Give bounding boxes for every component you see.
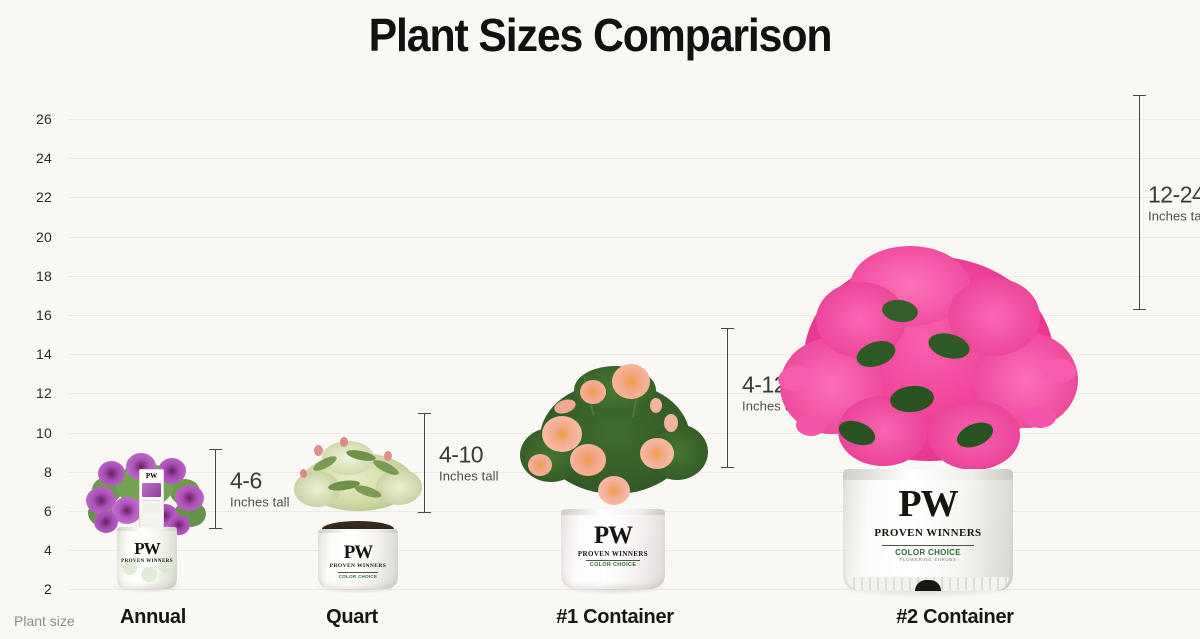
- measurement-unit: Inches tall: [439, 468, 499, 484]
- measurement-unit: Inches tall: [1148, 208, 1200, 224]
- x-axis-title: Plant size: [14, 613, 75, 629]
- y-tick-26: 26: [36, 111, 52, 127]
- gridline-2: [68, 589, 1200, 591]
- measurement-bracket-quart: [418, 413, 431, 513]
- category-label-annual[interactable]: Annual: [120, 606, 186, 628]
- plant-quart[interactable]: PW PROVEN WINNERS COLOR CHOICE 4-10 Inch…: [288, 413, 499, 594]
- pot-brand-name: PROVEN WINNERS: [577, 550, 649, 558]
- y-tick-10: 10: [36, 424, 52, 441]
- y-tick-18: 18: [36, 267, 52, 284]
- measurement-label-quart: 4-10 Inches tall: [439, 442, 499, 483]
- plant-container2[interactable]: PW PROVEN WINNERS COLOR CHOICE FLOWERING…: [775, 95, 1200, 598]
- quart-foliage: [288, 429, 428, 589]
- pot-brand-mark: PW: [343, 542, 374, 563]
- measurement-unit: Inches tall: [230, 494, 290, 510]
- pot-rim: [318, 529, 398, 534]
- category-label-quart[interactable]: Quart: [326, 606, 378, 628]
- pot-logo-quart: PW PROVEN WINNERS COLOR CHOICE: [320, 543, 396, 579]
- pot-quart: PW PROVEN WINNERS COLOR CHOICE: [318, 529, 398, 589]
- pot-rim: [117, 527, 177, 532]
- y-tick-24: 24: [36, 150, 52, 167]
- pot-color-choice: COLOR CHOICE: [589, 562, 637, 568]
- pot-brand-mark: PW: [593, 522, 633, 549]
- gridline-22: [68, 197, 1200, 199]
- gridline-18: [68, 275, 1200, 277]
- pot-color-choice-sub: FLOWERING SHRUBS: [899, 556, 957, 562]
- pot-brand-mark: PW: [134, 539, 160, 558]
- gridline-24: [68, 158, 1200, 160]
- measurement-range: 4-10: [439, 441, 484, 468]
- pot-logo-container2: PW PROVEN WINNERS COLOR CHOICE FLOWERING…: [846, 485, 1010, 562]
- y-tick-14: 14: [36, 346, 52, 363]
- pot-container2: PW PROVEN WINNERS COLOR CHOICE FLOWERING…: [843, 469, 1013, 591]
- measurement-bracket-container1: [721, 328, 734, 468]
- pot-rim: [843, 469, 1013, 480]
- pot-brand-mark: PW: [898, 483, 958, 525]
- pot-brand-name: PROVEN WINNERS: [329, 563, 387, 569]
- y-tick-22: 22: [36, 189, 52, 206]
- container2-foliage: [775, 246, 1078, 591]
- measurement-label-annual: 4-6 Inches tall: [230, 468, 290, 509]
- y-tick-20: 20: [36, 228, 52, 245]
- y-tick-6: 6: [44, 503, 52, 519]
- plant-annual[interactable]: PW PW PROVEN WINNERS 4-6 Inches tall: [82, 449, 290, 593]
- y-tick-4: 4: [44, 542, 52, 559]
- gridline-26: [68, 119, 1200, 120]
- pot-annual: PW PROVEN WINNERS: [117, 527, 177, 589]
- y-tick-12: 12: [36, 385, 52, 402]
- measurement-range: 4-6: [230, 467, 262, 494]
- pot-container1: PW PROVEN WINNERS COLOR CHOICE: [561, 509, 665, 589]
- measurement-bracket-annual: [209, 449, 222, 529]
- pot-rim: [561, 509, 665, 515]
- plant-container1[interactable]: PW PROVEN WINNERS COLOR CHOICE 4-12 Inch…: [518, 328, 802, 595]
- pot-brand-name: PROVEN WINNERS: [121, 559, 173, 564]
- pot-brand-name: PROVEN WINNERS: [874, 527, 982, 539]
- gridline-16: [68, 315, 1200, 316]
- category-label-container2[interactable]: #2 Container: [896, 606, 1014, 628]
- gridline-20: [68, 236, 1200, 238]
- pot-logo-container1: PW PROVEN WINNERS COLOR CHOICE: [563, 523, 663, 569]
- page-title: Plant Sizes Comparison: [368, 9, 833, 61]
- y-tick-16: 16: [36, 307, 52, 323]
- y-tick-2: 2: [44, 581, 52, 598]
- pot-color-choice: COLOR CHOICE: [338, 573, 378, 579]
- measurement-label-container2: 12-24 Inches tall: [1148, 182, 1200, 223]
- container1-foliage: [518, 364, 708, 589]
- measurement-bracket-container2: [1133, 95, 1146, 310]
- x-axis-row: Plant size Annual Quart #1 Container #2 …: [0, 604, 1200, 639]
- plant-tag: PW: [139, 469, 164, 529]
- category-label-container1[interactable]: #1 Container: [556, 606, 674, 628]
- measurement-range: 12-24: [1148, 181, 1200, 208]
- pot-color-choice: COLOR CHOICE: [895, 547, 961, 557]
- pot-logo-annual: PW PROVEN WINNERS: [119, 540, 175, 564]
- y-tick-8: 8: [44, 463, 52, 480]
- gridline-14: [68, 354, 1200, 356]
